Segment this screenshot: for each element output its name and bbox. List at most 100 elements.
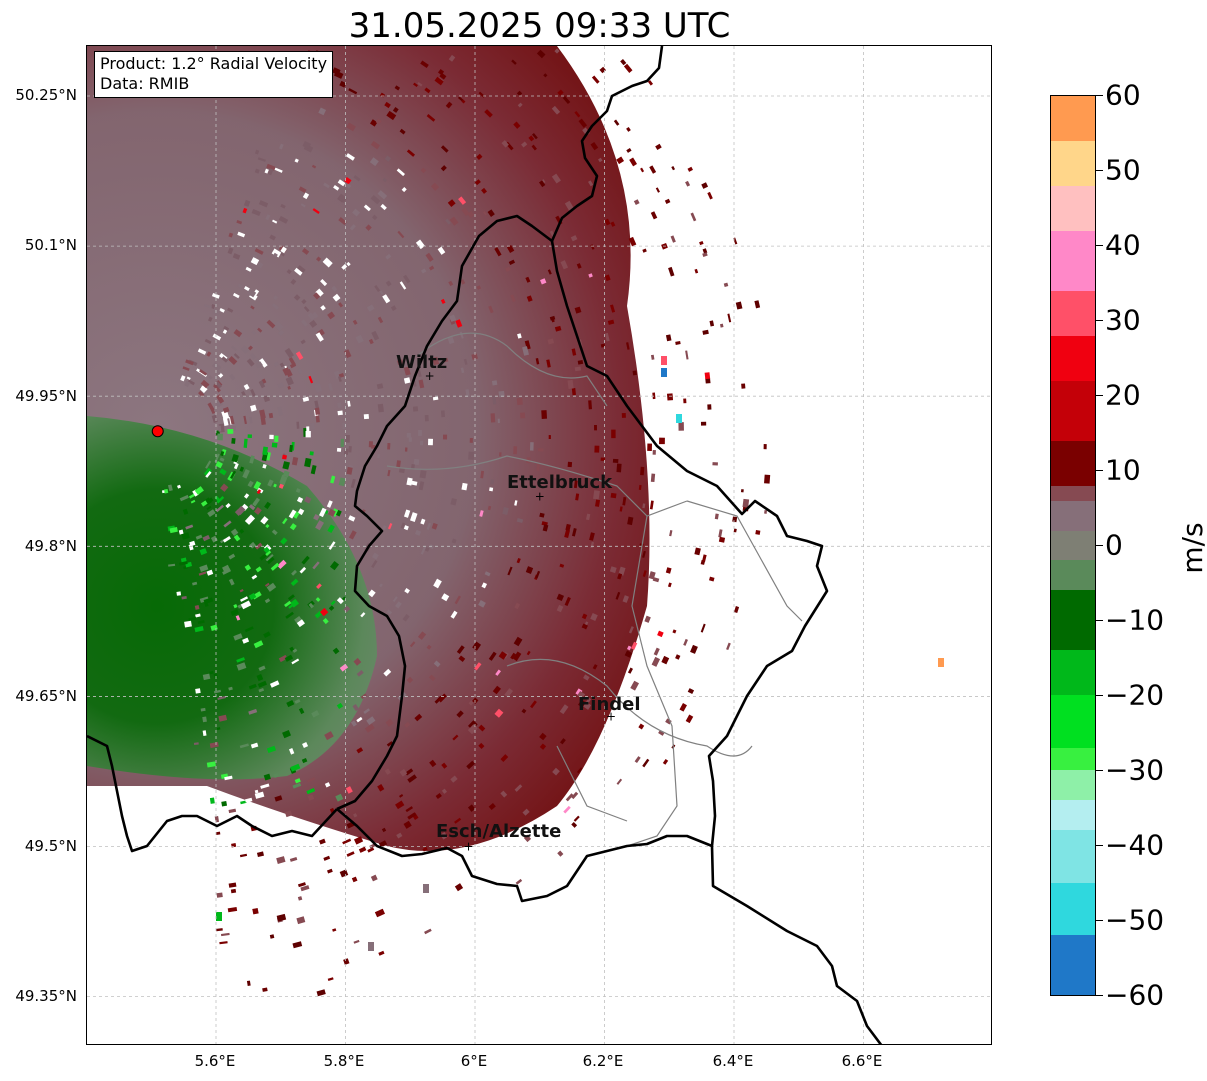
velocity-gate xyxy=(687,166,693,172)
velocity-gate xyxy=(292,941,303,949)
velocity-gate xyxy=(300,203,306,208)
velocity-gate xyxy=(187,379,195,386)
velocity-gate xyxy=(356,716,363,723)
velocity-gate xyxy=(600,457,606,461)
velocity-gate xyxy=(516,397,523,406)
velocity-gate xyxy=(414,529,422,536)
colorbar-tick-label: 0 xyxy=(1105,528,1123,562)
velocity-gate xyxy=(424,87,431,94)
velocity-gate xyxy=(308,375,314,384)
velocity-gate xyxy=(382,525,387,531)
velocity-gate xyxy=(419,470,427,479)
velocity-gate xyxy=(598,157,603,163)
velocity-gate xyxy=(417,81,423,87)
velocity-gate xyxy=(195,613,201,618)
velocity-gate xyxy=(182,366,190,371)
velocity-gate xyxy=(203,467,212,477)
colorbar-segment xyxy=(1051,530,1095,561)
velocity-gate xyxy=(314,407,321,415)
velocity-gate xyxy=(216,727,221,731)
colorbar-tick-label: −60 xyxy=(1105,978,1165,1012)
velocity-gate xyxy=(378,950,385,956)
velocity-gate xyxy=(228,686,233,691)
velocity-gate xyxy=(399,281,407,290)
velocity-gate xyxy=(476,285,482,290)
velocity-gate xyxy=(209,742,219,749)
velocity-gate xyxy=(237,231,246,238)
velocity-gate xyxy=(320,305,326,311)
velocity-gate xyxy=(266,582,277,592)
velocity-gate xyxy=(208,375,213,380)
velocity-gate xyxy=(302,742,309,749)
velocity-gate xyxy=(255,542,263,550)
velocity-gate xyxy=(269,434,274,440)
velocity-gate xyxy=(300,339,306,345)
velocity-gate xyxy=(433,578,442,589)
velocity-gate xyxy=(510,294,516,303)
velocity-gate xyxy=(258,358,268,368)
velocity-gate xyxy=(547,269,552,275)
velocity-gate xyxy=(206,351,212,357)
velocity-gate xyxy=(567,379,574,390)
velocity-gate xyxy=(231,345,238,352)
velocity-gate xyxy=(259,409,266,419)
velocity-gate xyxy=(392,107,399,113)
velocity-gate xyxy=(571,348,577,356)
colorbar-segment xyxy=(1051,747,1095,771)
colorbar-tick xyxy=(1096,95,1103,96)
velocity-gate xyxy=(368,441,373,448)
velocity-gate xyxy=(290,278,297,285)
velocity-gate xyxy=(593,490,600,500)
velocity-gate xyxy=(221,801,228,807)
velocity-gate xyxy=(353,939,360,944)
velocity-gate xyxy=(307,312,316,321)
velocity-gate xyxy=(516,557,521,564)
velocity-gate xyxy=(764,474,771,484)
velocity-gate xyxy=(368,589,376,598)
velocity-gate xyxy=(448,54,456,62)
velocity-gate xyxy=(223,520,232,528)
velocity-gate xyxy=(661,655,670,665)
velocity-gate xyxy=(279,143,284,150)
velocity-gate xyxy=(513,121,521,129)
velocity-gate xyxy=(687,688,695,695)
velocity-gate xyxy=(328,541,336,550)
velocity-gate xyxy=(231,453,239,463)
velocity-gate xyxy=(297,882,306,888)
colorbar-segment xyxy=(1051,650,1095,696)
velocity-gate xyxy=(200,500,208,507)
velocity-gate xyxy=(339,663,349,672)
velocity-gate xyxy=(586,513,591,521)
city-marker-plus: + xyxy=(606,709,616,723)
velocity-gate xyxy=(590,244,595,250)
colorbar-tick xyxy=(1096,470,1103,471)
velocity-gate xyxy=(185,359,194,366)
velocity-gate xyxy=(390,305,397,311)
velocity-gate xyxy=(615,591,621,600)
velocity-gate xyxy=(718,536,726,543)
velocity-gate xyxy=(266,555,275,565)
velocity-gate xyxy=(225,502,231,509)
velocity-gate xyxy=(243,438,248,448)
velocity-gate xyxy=(350,720,357,727)
velocity-gate xyxy=(272,219,278,224)
velocity-gate xyxy=(197,348,207,355)
velocity-gate xyxy=(405,768,414,776)
velocity-gate xyxy=(511,59,517,65)
velocity-gate xyxy=(371,330,380,341)
velocity-gate xyxy=(208,316,213,322)
velocity-gate xyxy=(474,662,482,671)
city-marker-plus: + xyxy=(463,840,473,854)
velocity-gate xyxy=(495,669,501,676)
velocity-gate xyxy=(292,782,302,789)
velocity-gate xyxy=(422,846,428,852)
velocity-gate xyxy=(523,834,532,843)
velocity-gate xyxy=(723,282,729,288)
velocity-speckles xyxy=(161,48,944,997)
velocity-gate xyxy=(367,847,375,853)
velocity-gate xyxy=(685,180,691,187)
lat-tick-label: 49.65°N xyxy=(15,687,77,705)
velocity-gate xyxy=(316,583,322,590)
velocity-gate xyxy=(254,248,264,255)
velocity-gate xyxy=(548,435,551,439)
